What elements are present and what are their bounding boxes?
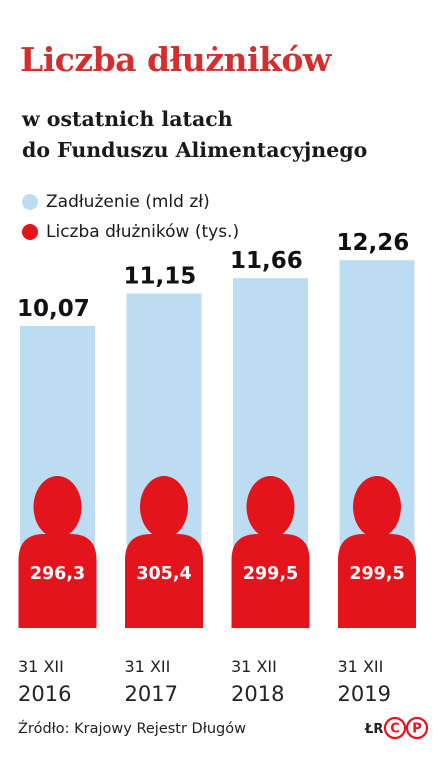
debtors-value-label: 305,4 xyxy=(136,564,191,584)
category-label-date: 31 XII xyxy=(231,657,277,676)
debt-value-label: 10,07 xyxy=(17,296,90,322)
person-body xyxy=(18,534,97,628)
source-note: Źródło: Krajowy Rejestr Długów xyxy=(18,721,246,737)
debt-value-label: 12,26 xyxy=(337,230,410,256)
chart-subtitle: w ostatnich latach do Funduszu Alimentac… xyxy=(22,104,367,166)
category-label-date: 31 XII xyxy=(18,657,64,676)
person-head xyxy=(140,476,188,538)
category-label-year: 2016 xyxy=(18,682,71,706)
person-head xyxy=(246,476,295,538)
subtitle-line-2: do Funduszu Alimentacyjnego xyxy=(22,138,368,162)
publisher-logo: C P xyxy=(383,716,429,740)
debtors-value-label: 299,5 xyxy=(349,564,404,584)
legend-item-debtors: Liczba dłużników (tys.) xyxy=(22,217,239,247)
legend-label-debt: Zadłużenie (mld zł) xyxy=(46,192,210,212)
debtors-value-label: 296,3 xyxy=(30,564,85,584)
category-label-year: 2017 xyxy=(125,682,178,706)
subtitle-line-1: w ostatnich latach xyxy=(22,107,233,131)
category-label-year: 2018 xyxy=(231,682,284,706)
legend-label-debtors: Liczba dłużników (tys.) xyxy=(46,222,240,242)
logo-letter-p: P xyxy=(412,722,422,737)
legend: Zadłużenie (mld zł) Liczba dłużników (ty… xyxy=(22,187,239,247)
logo-letter-c: C xyxy=(390,722,400,737)
category-label-date: 31 XII xyxy=(125,657,171,676)
category-label-date: 31 XII xyxy=(338,657,384,676)
person-icon xyxy=(338,476,416,628)
debtors-value-label: 299,5 xyxy=(243,564,298,584)
person-body xyxy=(125,534,203,628)
legend-swatch-debtors xyxy=(22,224,38,240)
debt-value-label: 11,15 xyxy=(124,264,197,290)
person-body xyxy=(231,534,310,628)
person-head xyxy=(353,476,401,538)
person-head xyxy=(33,476,82,538)
person-body xyxy=(338,534,416,628)
person-icon xyxy=(125,476,203,628)
person-icon xyxy=(231,476,310,628)
legend-item-debt: Zadłużenie (mld zł) xyxy=(22,187,239,217)
chart-title: Liczba dłużników xyxy=(20,40,331,79)
author-credit: ŁR xyxy=(365,722,384,737)
person-icon xyxy=(18,476,97,628)
category-label-year: 2019 xyxy=(338,682,391,706)
debt-value-label: 11,66 xyxy=(230,248,303,274)
legend-swatch-debt xyxy=(22,194,38,210)
